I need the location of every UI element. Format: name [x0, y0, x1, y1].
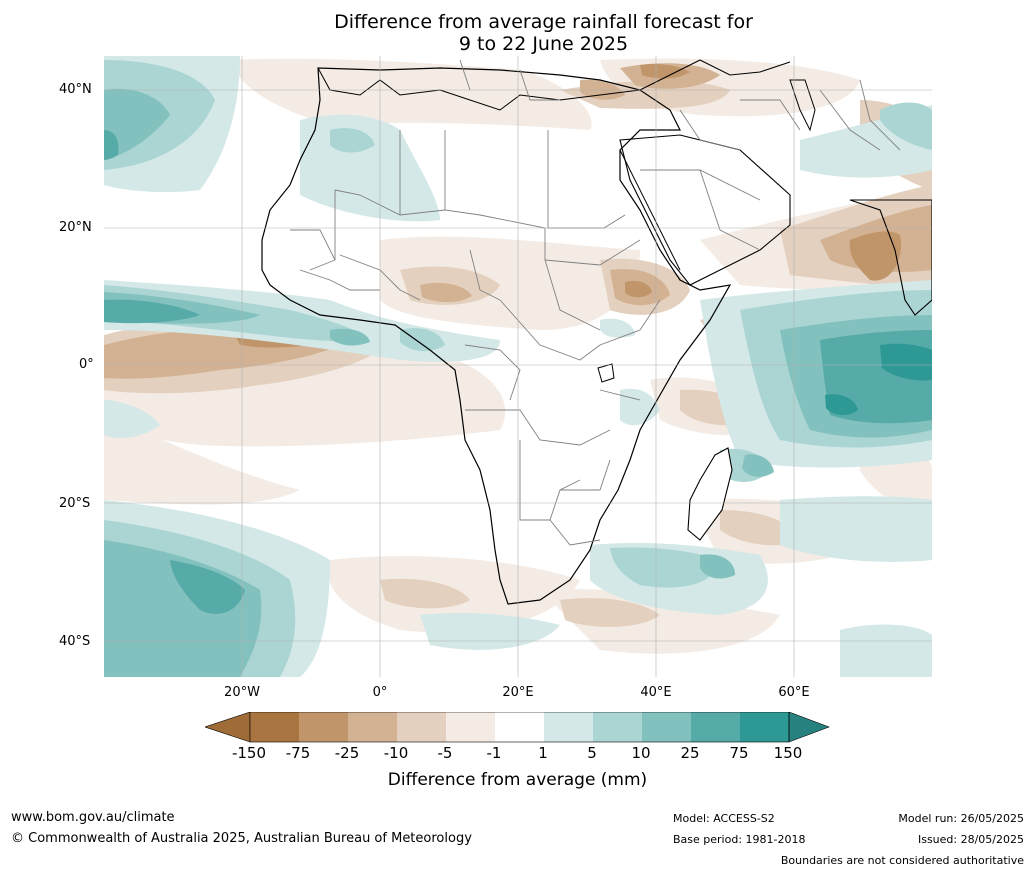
- lon-label-20e: 20°E: [502, 685, 534, 700]
- black-sea-coast: [699, 59, 791, 76]
- colorbar-frame: [249, 712, 790, 743]
- colorbar-label: Difference from average (mm): [387, 770, 648, 790]
- country-borders: [290, 59, 901, 546]
- model-run-date: Model run: 26/05/2025: [898, 812, 1024, 825]
- copyright-text: © Commonwealth of Australia 2025, Austra…: [11, 831, 472, 846]
- lat-label-20s: 20°S: [59, 496, 91, 511]
- colorbar-bin: [495, 712, 544, 742]
- colorbar-tick-label: -5: [437, 744, 453, 762]
- colorbar-tick-label: -25: [334, 744, 360, 762]
- colorbar-tick-label: -1: [486, 744, 502, 762]
- lon-label-60e: 60°E: [778, 685, 810, 700]
- anomaly-fields: [104, 56, 932, 677]
- lat-label-20n: 20°N: [59, 220, 92, 235]
- lon-label-40e: 40°E: [640, 685, 672, 700]
- colorbar-tick-label: 25: [680, 744, 700, 762]
- colorbar-tick-label: -10: [383, 744, 409, 762]
- europe-coastline: [317, 59, 701, 111]
- colorbar-bin: [593, 712, 642, 742]
- india-coastline: [849, 199, 932, 316]
- colorbar-bin: [740, 712, 789, 742]
- graticule: [104, 56, 932, 677]
- model-name: Model: ACCESS-S2: [673, 812, 775, 825]
- colorbar-tick-label: 1: [538, 744, 548, 762]
- colorbar-tick-label: 5: [587, 744, 597, 762]
- colorbar-tick-label: 10: [631, 744, 651, 762]
- lat-label-equator: 0°: [79, 357, 94, 372]
- issued-date: Issued: 28/05/2025: [917, 833, 1024, 846]
- colorbar-tick-label: 150: [773, 744, 803, 762]
- boundaries-note: Boundaries are not considered authoritat…: [780, 854, 1024, 867]
- colorbar-extend-low: [205, 712, 251, 743]
- lat-label-40n: 40°N: [59, 82, 92, 97]
- colorbar-bin: [348, 712, 397, 742]
- lon-label-0: 0°: [372, 685, 388, 700]
- map-title-line-1: Difference from average rainfall forecas…: [334, 11, 753, 33]
- africa-coastline: [261, 67, 732, 605]
- colorbar-bin: [642, 712, 691, 742]
- website-link[interactable]: www.bom.gov.au/climate: [11, 810, 175, 825]
- lat-label-40s: 40°S: [59, 634, 91, 649]
- colorbar-bin: [544, 712, 593, 742]
- colorbar-bin: [299, 712, 348, 742]
- colorbar-bin: [250, 712, 299, 742]
- caspian-coast: [789, 79, 816, 132]
- base-period: Base period: 1981-2018: [673, 833, 806, 846]
- red-sea-coast: [619, 149, 681, 271]
- colorbar-bin: [397, 712, 446, 742]
- lon-label-20w: 20°W: [224, 685, 260, 700]
- colorbar: [205, 712, 830, 743]
- anomaly-very-wet: [825, 343, 932, 416]
- colorbar-bin: [691, 712, 740, 742]
- madagascar-coastline: [687, 447, 733, 541]
- lake-victoria: [597, 363, 615, 383]
- colorbar-tick-label: -75: [285, 744, 311, 762]
- colorbar-tick-label: -150: [231, 744, 267, 762]
- colorbar-bin: [446, 712, 495, 742]
- colorbar-tick-label: 75: [729, 744, 749, 762]
- map-title-line-2: 9 to 22 June 2025: [458, 33, 629, 55]
- colorbar-extend-high: [788, 712, 830, 743]
